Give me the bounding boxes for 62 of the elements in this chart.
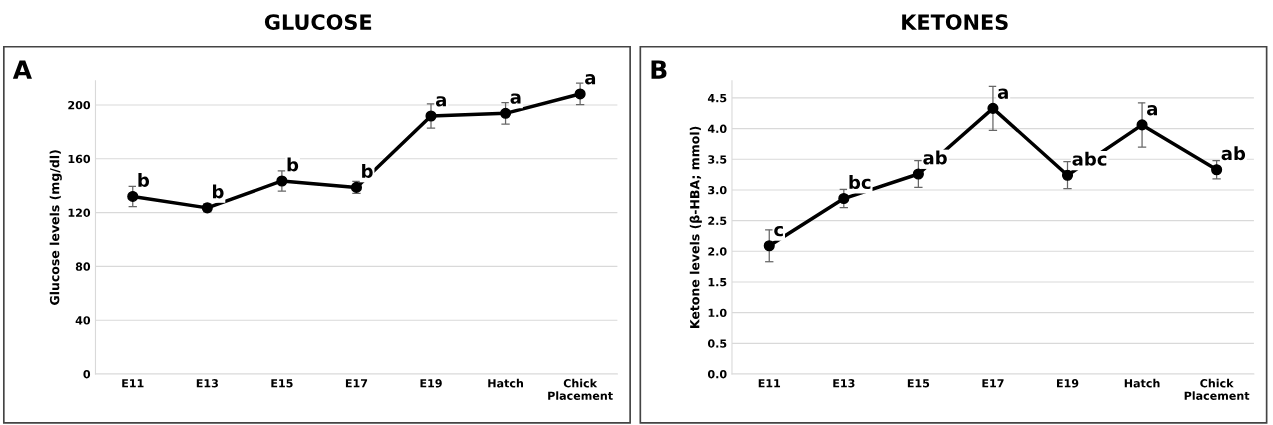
annotation: b [213,184,224,199]
x-tick-label: E17 [982,379,1004,388]
x-tick-label: E11 [758,379,781,388]
y-tick-label: 2.5 [708,216,727,226]
annotation: a [510,93,521,104]
text: B [651,60,667,79]
annotation: a [435,96,446,107]
point [574,88,586,100]
x-tick-label: E13 [833,379,855,388]
point [838,192,850,205]
annotation: b [287,157,299,172]
x-tick-label: E11 [122,379,144,388]
y-tick-label: 120 [68,208,91,217]
annotation: bc [849,175,871,190]
x-tick-label: E17 [345,379,368,388]
y-tick-label: 0.0 [707,369,727,379]
y-axis-title: Ketone levels (β-HBA; mmol) [689,126,702,328]
point [763,240,775,252]
text: A [12,60,32,79]
point [500,107,512,119]
y-tick-label: 0 [83,369,91,379]
annotation: c [774,225,783,237]
x-tick-label: Chick Placement [548,378,613,400]
point [987,102,999,114]
y-tick-label: 40 [75,316,91,325]
point [912,168,924,180]
point [1061,169,1074,181]
y-tick-label: 1.0 [708,308,727,318]
y-tick-label: 1.5 [708,278,727,287]
x-tick-label: Chick Placement [1184,378,1250,400]
x-tick-label: Hatch [1124,378,1160,388]
y-tick-label: 0.5 [707,339,727,348]
y-tick-label: 160 [68,154,91,164]
annotation: ab [923,150,947,165]
y-tick-label: 3.0 [708,185,727,195]
x-tick-label: E19 [1057,379,1079,388]
y-tick-label: 4.5 [707,94,727,103]
x-tick-label: Hatch [488,378,523,388]
y-tick-label: 2.0 [708,247,727,256]
x-tick-label: E13 [196,379,218,388]
annotation: a [1147,105,1157,116]
point [1136,119,1148,131]
annotation: b [362,163,373,178]
y-tick-label: 3.5 [708,155,727,164]
y-axis-title: Glucose levels (mg/dl) [49,150,62,305]
chart-title: KETONES [902,14,1008,30]
point [1211,164,1223,176]
annotation: a [997,88,1008,99]
annotation: b [138,172,150,187]
point [425,110,437,122]
x-tick-label: E15 [907,379,930,388]
point [276,175,288,187]
chart-title: GLUCOSE [264,14,372,30]
y-tick-label: 80 [75,262,91,271]
y-tick-label: 200 [68,100,91,110]
x-tick-label: E19 [420,379,442,388]
y-tick-label: 4.0 [707,124,727,133]
point [127,190,139,202]
annotation: abc [1072,151,1107,166]
x-tick-label: E15 [271,379,293,388]
annotation: ab [1221,146,1246,161]
annotation: a [585,74,596,85]
